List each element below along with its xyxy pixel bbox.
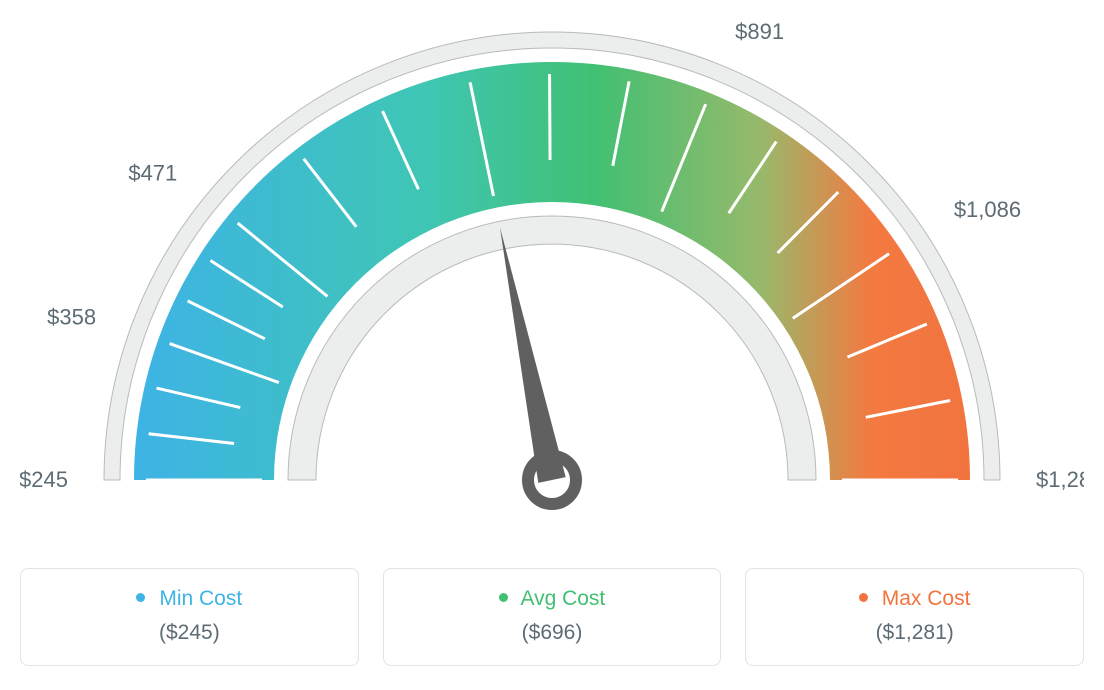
tick-label: $471 [128, 161, 177, 186]
tick-label: $358 [47, 304, 96, 329]
tick-label: $245 [20, 467, 68, 492]
dot-icon [859, 593, 868, 602]
gauge-svg: $245$358$471$696$891$1,086$1,281 [20, 20, 1084, 540]
dot-icon [499, 593, 508, 602]
dot-icon [136, 593, 145, 602]
legend-value-min: ($245) [21, 621, 358, 645]
legend-title-min: Min Cost [21, 587, 358, 611]
legend-value-max: ($1,281) [746, 621, 1083, 645]
tick [550, 74, 551, 160]
tick-label: $891 [735, 20, 784, 44]
legend-card-min: Min Cost ($245) [20, 568, 359, 666]
legend-row: Min Cost ($245) Avg Cost ($696) Max Cost… [20, 568, 1084, 666]
needle [500, 227, 566, 483]
color-arc [134, 62, 970, 480]
tick-label: $1,281 [1036, 467, 1084, 492]
legend-card-avg: Avg Cost ($696) [383, 568, 722, 666]
legend-title-avg: Avg Cost [384, 587, 721, 611]
legend-value-avg: ($696) [384, 621, 721, 645]
tick-label: $1,086 [954, 197, 1021, 222]
legend-card-max: Max Cost ($1,281) [745, 568, 1084, 666]
legend-label: Min Cost [159, 587, 242, 610]
legend-title-max: Max Cost [746, 587, 1083, 611]
legend-label: Avg Cost [520, 587, 605, 610]
legend-label: Max Cost [882, 587, 971, 610]
gauge-chart: $245$358$471$696$891$1,086$1,281 Min Cos… [20, 20, 1084, 666]
